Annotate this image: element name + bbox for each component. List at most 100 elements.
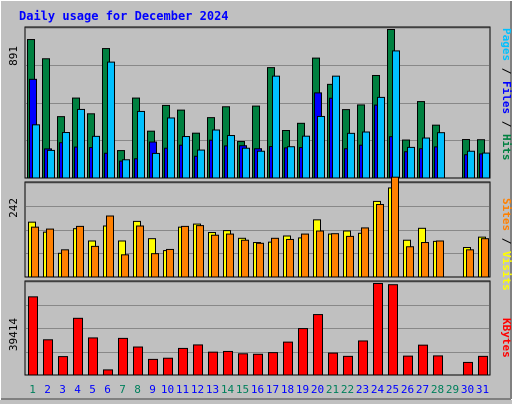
bar-sites-day-24 [377,204,384,277]
day-label-31: 31 [476,383,489,396]
leg-mid-part-0: Sites [500,198,512,231]
day-label-28: 28 [431,383,444,396]
bar-sites-day-28 [437,241,444,277]
bar-pages-day-2 [48,150,55,178]
bar-sites-day-13 [212,235,219,277]
top-legend: Pages / Files / Hits [500,28,512,161]
bar-sites-day-15 [242,240,249,277]
bar-sites-day-14 [227,234,234,277]
bar-kbytes-day-16 [254,354,263,375]
bar-pages-day-12 [198,150,205,178]
bar-kbytes-day-25 [389,285,398,375]
bar-pages-day-18 [288,147,295,178]
bar-kbytes-day-27 [419,345,428,375]
bar-sites-day-4 [77,226,84,277]
bar-pages-day-6 [108,62,115,178]
leg-top-part-2: Files [500,81,512,114]
day-label-18: 18 [281,383,294,396]
bar-pages-day-13 [213,130,220,178]
bar-pages-day-4 [78,109,85,178]
bar-sites-day-26 [407,247,414,277]
bar-kbytes-day-8 [134,347,143,375]
top-max-label: 891 [7,46,20,66]
chart-panels [25,27,490,375]
bar-pages-day-14 [228,136,235,178]
bar-kbytes-day-21 [329,353,338,375]
bar-sites-day-31 [482,239,489,277]
bar-pages-day-24 [378,97,385,178]
bar-pages-day-11 [183,137,190,178]
bottom-legend: KBytes [500,318,512,358]
day-label-19: 19 [296,383,309,396]
day-label-9: 9 [149,383,156,396]
bar-pages-day-15 [243,148,250,178]
bar-sites-day-5 [92,246,99,277]
leg-top-part-1: / [500,61,512,81]
leg-top-part-0: Pages [500,28,512,61]
leg-mid-part-1: / [500,231,512,251]
bar-kbytes-day-1 [29,297,38,375]
day-label-15: 15 [236,383,249,396]
day-label-14: 14 [221,383,235,396]
day-label-27: 27 [416,383,429,396]
bar-kbytes-day-6 [104,370,113,375]
bar-pages-day-16 [258,151,265,178]
day-label-23: 23 [356,383,369,396]
bar-kbytes-day-11 [179,348,188,375]
bar-kbytes-day-4 [74,318,83,375]
middle-max-label: 242 [7,198,20,218]
bar-sites-day-9 [152,254,159,277]
day-label-22: 22 [341,383,354,396]
bar-sites-day-1 [32,227,39,277]
bar-kbytes-day-18 [284,342,293,375]
bar-kbytes-day-5 [89,338,98,375]
day-label-10: 10 [161,383,174,396]
bar-pages-day-3 [63,133,70,178]
bar-pages-day-22 [348,133,355,178]
bar-sites-day-11 [182,226,189,277]
bar-pages-day-27 [423,138,430,178]
bar-pages-day-31 [483,153,490,178]
bar-sites-day-7 [122,255,129,277]
day-label-5: 5 [89,383,96,396]
day-label-12: 12 [191,383,204,396]
day-label-21: 21 [326,383,339,396]
day-label-4: 4 [74,383,81,396]
bar-kbytes-day-2 [44,340,53,375]
bar-kbytes-day-15 [239,354,248,375]
bar-kbytes-day-24 [374,284,383,376]
bar-kbytes-day-28 [434,356,443,375]
bar-pages-day-1 [33,125,40,178]
day-label-30: 30 [461,383,474,396]
bar-pages-day-28 [438,133,445,178]
day-label-26: 26 [401,383,414,396]
bar-kbytes-day-20 [314,315,323,375]
bar-kbytes-day-10 [164,358,173,375]
bar-sites-day-17 [272,238,279,277]
bar-sites-day-6 [107,216,114,277]
bar-pages-day-19 [303,136,310,178]
bar-pages-day-5 [93,136,100,178]
leg-bot-part-0: KBytes [500,318,512,358]
bar-pages-day-10 [168,118,175,178]
leg-top-part-4: Hits [500,134,512,161]
bar-kbytes-day-23 [359,341,368,375]
day-label-13: 13 [206,383,219,396]
bar-pages-day-21 [333,76,340,178]
day-label-2: 2 [44,383,51,396]
bar-sites-day-3 [62,250,69,277]
bar-sites-day-19 [302,234,309,277]
bar-pages-day-7 [123,160,130,178]
day-label-8: 8 [134,383,141,396]
bar-kbytes-day-19 [299,329,308,375]
bar-pages-day-9 [153,153,160,178]
bar-sites-day-16 [257,243,264,277]
day-label-24: 24 [371,383,385,396]
day-label-11: 11 [176,383,189,396]
bar-sites-day-12 [197,226,204,277]
day-label-1: 1 [29,383,36,396]
bar-kbytes-day-26 [404,356,413,375]
bar-kbytes-day-9 [149,359,158,375]
